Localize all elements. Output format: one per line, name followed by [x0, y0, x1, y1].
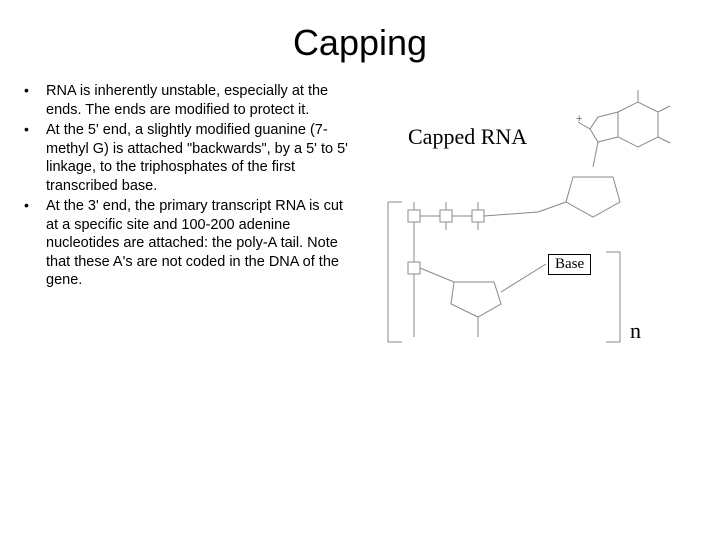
list-item: At the 5' end, a slightly modified guani…	[18, 121, 358, 195]
repeat-n-label: n	[630, 318, 641, 344]
base-label: Base	[548, 254, 591, 275]
list-item: RNA is inherently unstable, especially a…	[18, 82, 358, 119]
svg-text:+: +	[576, 113, 582, 125]
bullet-list: RNA is inherently unstable, especially a…	[18, 82, 358, 290]
figure-column: Capped RNA +	[368, 82, 688, 402]
content-row: RNA is inherently unstable, especially a…	[0, 82, 720, 402]
text-column: RNA is inherently unstable, especially a…	[18, 82, 358, 402]
list-item: At the 3' end, the primary transcript RN…	[18, 197, 358, 290]
page-title: Capping	[0, 0, 720, 82]
